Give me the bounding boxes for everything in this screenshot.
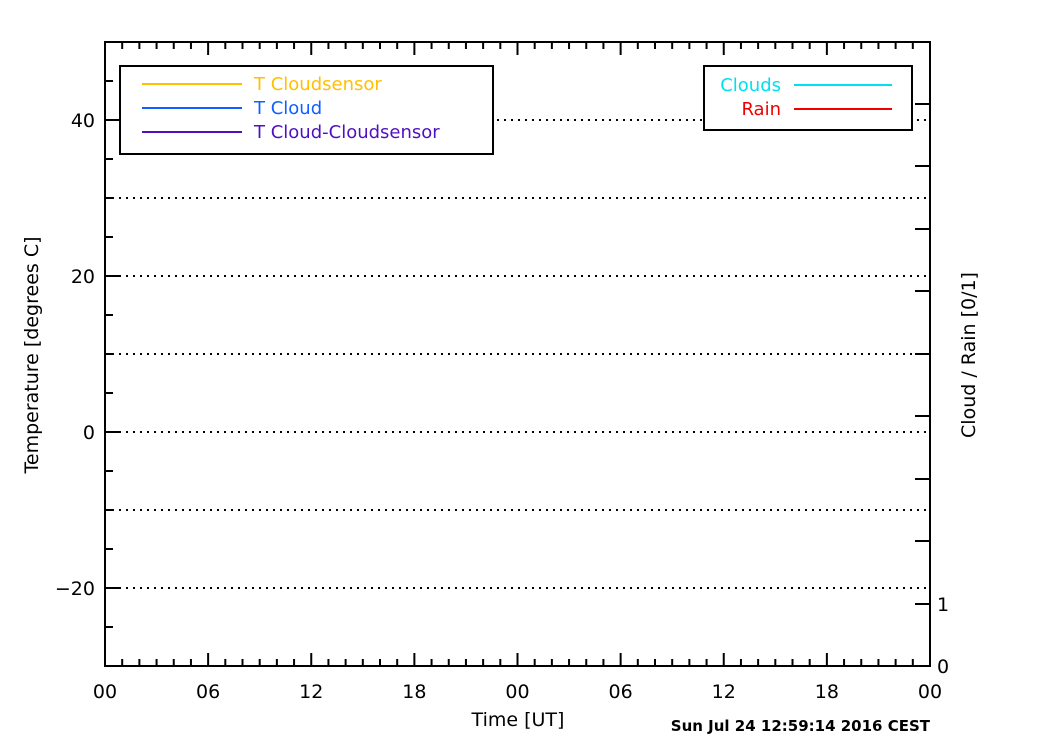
y-tick-label: 20: [71, 266, 95, 288]
legend-label-t-cloudsensor: T Cloudsensor: [253, 74, 382, 95]
x-tick-label: 00: [505, 681, 529, 703]
x-tick-labels: 00 06 12 18 00 06 12 18 00: [93, 681, 942, 703]
y-tick-label: 40: [71, 110, 95, 132]
legend-label-clouds: Clouds: [720, 75, 781, 96]
grid-lines: [105, 119, 930, 589]
axis-ticks: [104, 41, 931, 667]
x-tick-label: 06: [609, 681, 633, 703]
x-tick-label: 12: [299, 681, 323, 703]
legend-label-t-cloud-cloudsensor: T Cloud-Cloudsensor: [253, 122, 440, 143]
timestamp-text: Sun Jul 24 12:59:14 2016 CEST: [671, 717, 931, 735]
y-tick-labels: −20 0 20 40: [55, 110, 95, 600]
x-tick-label: 00: [918, 681, 942, 703]
right-tick-label: 0: [937, 656, 949, 678]
x-tick-label: 00: [93, 681, 117, 703]
legend-label-t-cloud: T Cloud: [253, 98, 322, 119]
y-tick-label: 0: [83, 422, 95, 444]
legend-right: Clouds Rain: [703, 65, 913, 131]
right-tick-label: 1: [937, 594, 949, 616]
x-tick-label: 18: [402, 681, 426, 703]
x-tick-label: 06: [196, 681, 220, 703]
y-tick-label: −20: [55, 578, 95, 600]
legend-left-box: [119, 65, 494, 155]
x-axis-label: Time [UT]: [471, 709, 565, 731]
x-tick-label: 12: [712, 681, 736, 703]
right-tick-labels: 01: [937, 594, 949, 678]
legend-right-box: [703, 65, 913, 131]
y-axis-label-left: Temperature [degrees C]: [21, 236, 43, 474]
x-tick-label: 18: [815, 681, 839, 703]
y-axis-label-right: Cloud / Rain [0/1]: [958, 272, 980, 438]
legend-label-rain: Rain: [741, 99, 781, 120]
legend-left: T Cloudsensor T Cloud T Cloud-Cloudsenso…: [119, 65, 494, 155]
plot-frame: [104, 41, 931, 667]
